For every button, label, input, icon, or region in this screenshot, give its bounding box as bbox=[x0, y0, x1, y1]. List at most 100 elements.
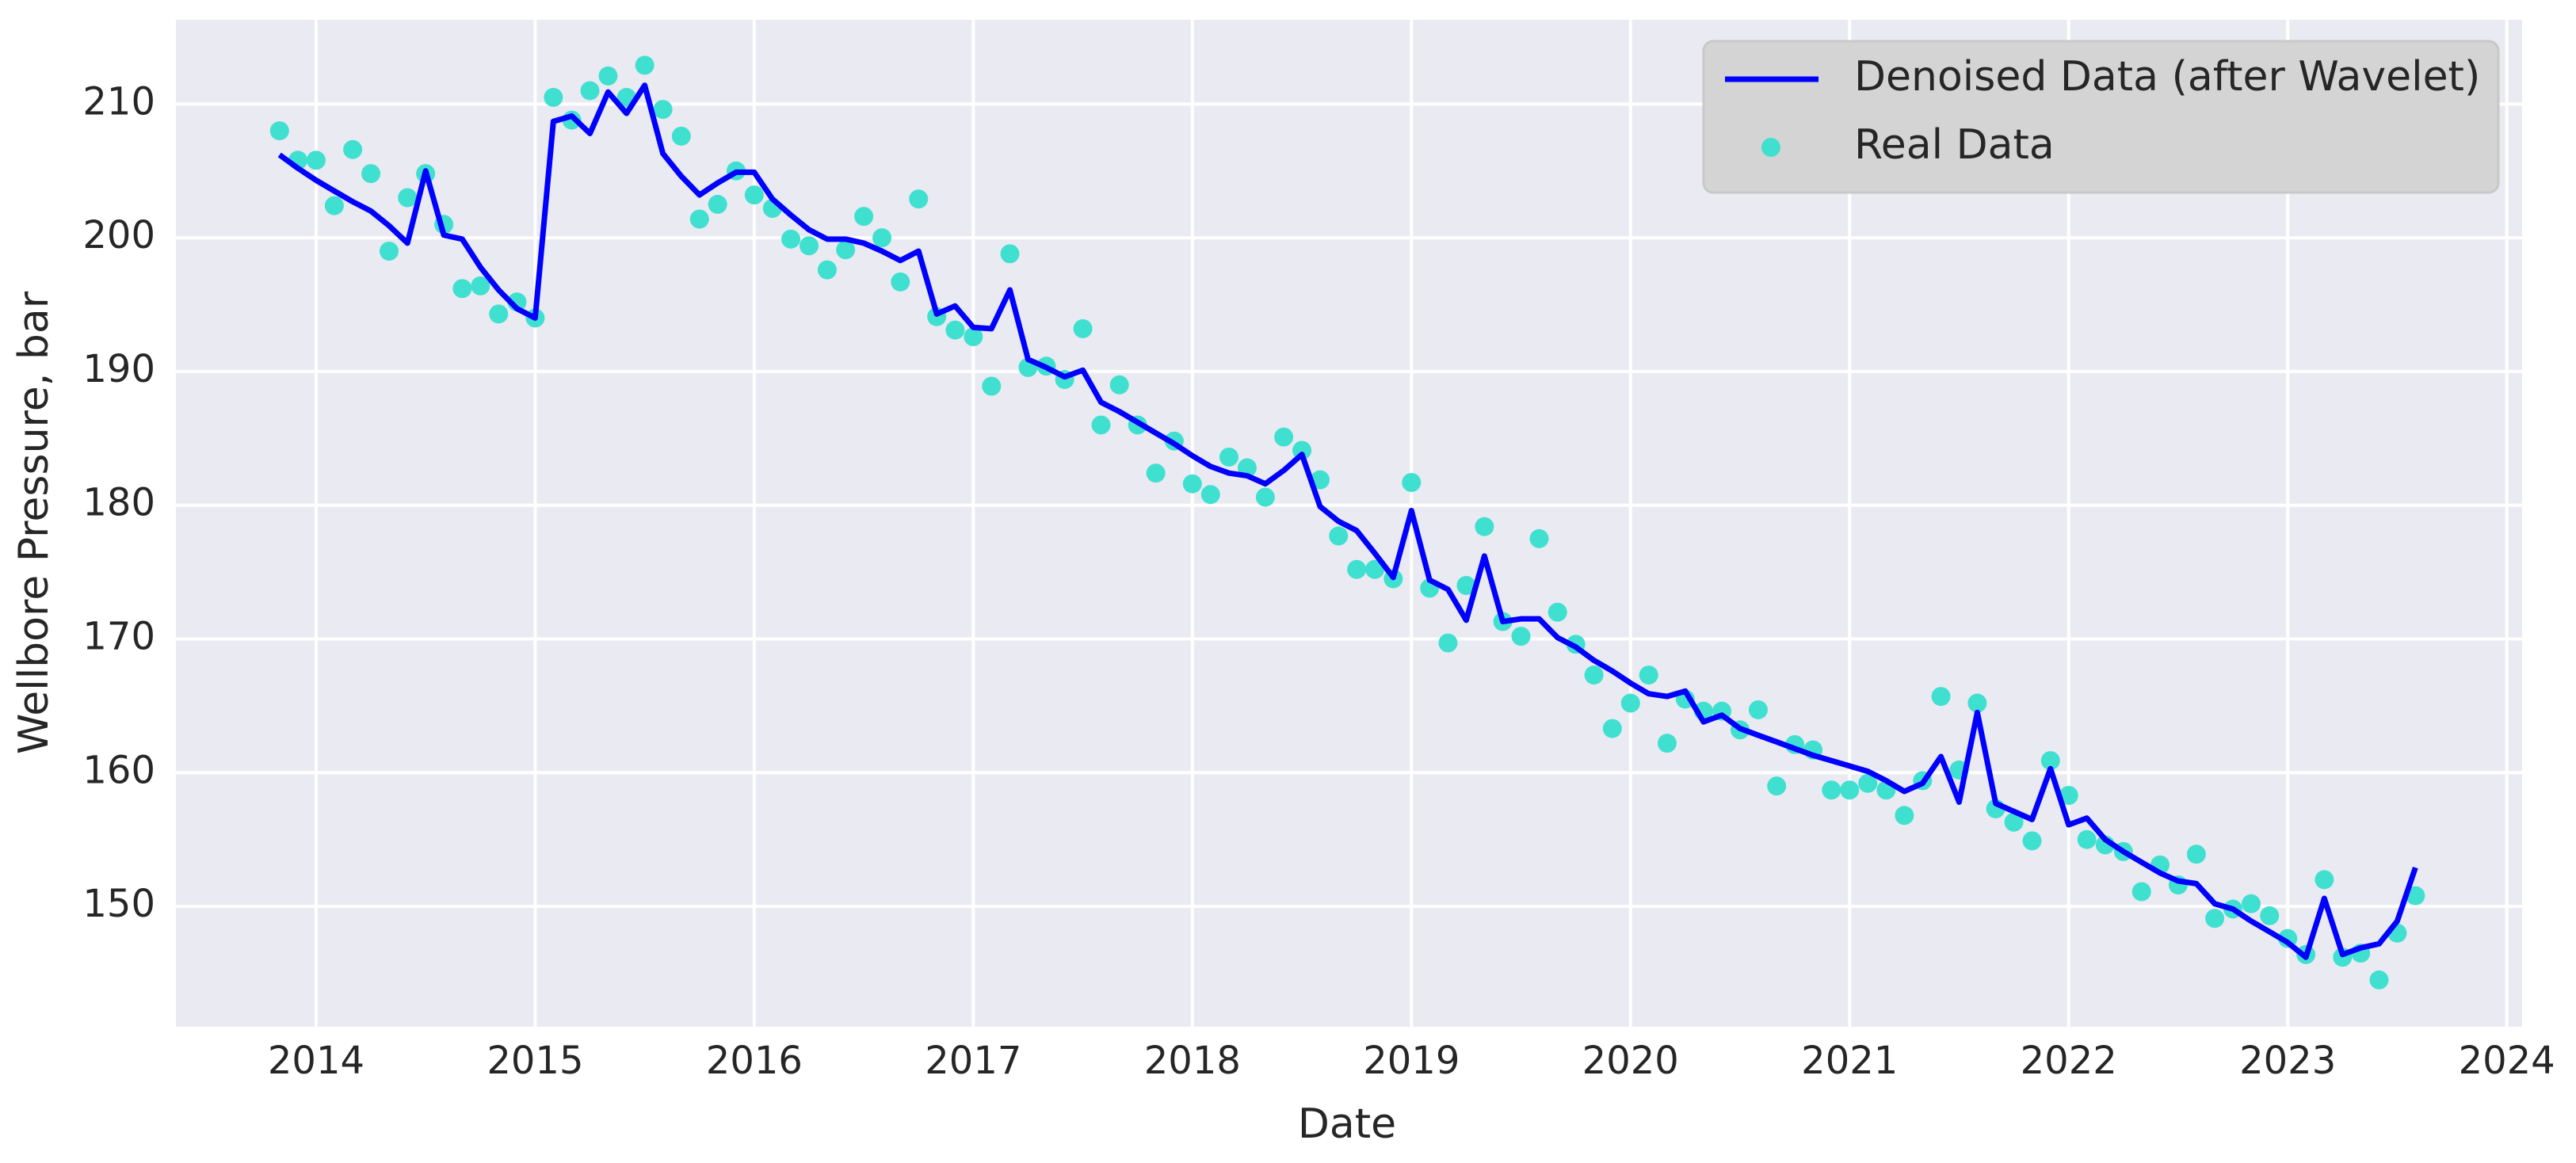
scatter-point bbox=[891, 272, 910, 292]
scatter-point bbox=[1438, 633, 1458, 653]
scatter-point bbox=[2369, 970, 2389, 990]
scatter-point bbox=[1548, 602, 1567, 622]
y-tick-label: 160 bbox=[82, 748, 155, 792]
scatter-point bbox=[1602, 719, 1622, 738]
scatter-point bbox=[1475, 517, 1494, 536]
x-tick-label: 2018 bbox=[1144, 1039, 1241, 1083]
scatter-point bbox=[544, 87, 563, 107]
x-tick-label: 2017 bbox=[925, 1039, 1021, 1083]
scatter-point bbox=[1767, 776, 1787, 796]
legend: Denoised Data (after Wavelet) Real Data bbox=[1702, 40, 2500, 194]
scatter-point bbox=[380, 242, 399, 261]
scatter-point bbox=[1822, 780, 1841, 800]
scatter-point bbox=[1529, 528, 1549, 548]
scatter-point bbox=[2406, 886, 2425, 906]
scatter-point bbox=[489, 304, 509, 324]
scatter-point bbox=[580, 81, 600, 101]
scatter-point bbox=[343, 139, 363, 159]
ticks: 150 160 170 180 190 200 210 2014 2015 2016 2017 201… bbox=[82, 79, 2555, 1083]
scatter-point bbox=[671, 126, 691, 146]
scatter-point bbox=[689, 209, 709, 229]
scatter-point bbox=[872, 228, 892, 248]
scatter-point bbox=[361, 164, 381, 184]
scatter-point bbox=[1895, 806, 1914, 826]
scatter-point bbox=[2205, 909, 2225, 928]
scatter-point bbox=[1967, 693, 1987, 713]
scatter-point bbox=[1748, 700, 1768, 719]
y-tick-label: 150 bbox=[82, 882, 155, 926]
scatter-point bbox=[800, 236, 819, 256]
scatter-point bbox=[1091, 415, 1111, 435]
marks bbox=[269, 55, 2425, 990]
scatter-point bbox=[909, 189, 929, 209]
scatter-point bbox=[398, 188, 418, 208]
scatter-point bbox=[324, 196, 344, 215]
scatter-point bbox=[1858, 773, 1878, 793]
scatter-point bbox=[1329, 526, 1349, 546]
scatter-point bbox=[2004, 812, 2024, 832]
scatter-point bbox=[2040, 751, 2060, 771]
grid bbox=[176, 20, 2522, 1027]
scatter-point bbox=[1639, 665, 1658, 685]
legend-label: Denoised Data (after Wavelet) bbox=[1854, 53, 2480, 101]
scatter-point bbox=[1109, 375, 1129, 395]
scatter-point bbox=[2077, 829, 2097, 849]
scatter-point bbox=[1347, 559, 1367, 579]
x-axis-label: Date bbox=[1298, 1100, 1396, 1148]
scatter-point bbox=[744, 185, 764, 205]
legend-label: Real Data bbox=[1854, 121, 2055, 169]
x-tick-label: 2023 bbox=[2239, 1039, 2336, 1083]
y-tick-label: 190 bbox=[82, 347, 155, 391]
x-tick-label: 2021 bbox=[1801, 1039, 1898, 1083]
scatter-point bbox=[781, 229, 801, 249]
scatter-point bbox=[1620, 693, 1640, 713]
scatter-point bbox=[1182, 474, 1202, 494]
scatter-point bbox=[1365, 559, 1385, 579]
scatter-point bbox=[2022, 831, 2042, 851]
scatter-point bbox=[1584, 665, 1604, 685]
scatter-point bbox=[471, 276, 490, 296]
scatter-point bbox=[1274, 427, 1294, 447]
scatter-point bbox=[2131, 882, 2151, 902]
scatter-point bbox=[945, 320, 965, 340]
scatter-point bbox=[1840, 780, 1860, 800]
scatter-point bbox=[598, 66, 618, 86]
scatter-point bbox=[1402, 473, 1422, 493]
x-tick-label: 2020 bbox=[1582, 1039, 1679, 1083]
scatter-point bbox=[1511, 627, 1531, 646]
x-tick-label: 2016 bbox=[706, 1039, 803, 1083]
scatter-point bbox=[2242, 894, 2261, 913]
x-tick-label: 2014 bbox=[268, 1039, 364, 1083]
scatter-point bbox=[1931, 687, 1951, 707]
scatter-point bbox=[854, 207, 874, 227]
x-tick-label: 2022 bbox=[2021, 1039, 2117, 1083]
scatter-point bbox=[653, 100, 673, 120]
scatter-point bbox=[2260, 906, 2280, 925]
scatter-point bbox=[1657, 734, 1677, 753]
scatter-point bbox=[1073, 318, 1093, 338]
scatter-point bbox=[306, 151, 326, 170]
legend-swatch bbox=[1761, 138, 1780, 157]
y-tick-label: 200 bbox=[82, 213, 155, 257]
scatter-point bbox=[1146, 463, 1166, 483]
scatter-point bbox=[452, 279, 472, 299]
scatter-point bbox=[1200, 485, 1220, 505]
scatter-point bbox=[2186, 845, 2206, 864]
x-tick-label: 2024 bbox=[2459, 1039, 2555, 1083]
scatter-point bbox=[982, 376, 1002, 396]
scatter-point bbox=[817, 260, 837, 280]
x-tick-label: 2015 bbox=[487, 1039, 583, 1083]
scatter-point bbox=[2315, 870, 2334, 890]
y-tick-label: 170 bbox=[82, 615, 155, 659]
scatter-point bbox=[708, 194, 727, 214]
y-axis-label: Wellbore Pressure, bar bbox=[10, 291, 58, 754]
scatter-point bbox=[2059, 785, 2078, 805]
scatter-point bbox=[1219, 447, 1238, 467]
line-series bbox=[277, 82, 2418, 960]
scatter-point bbox=[964, 327, 983, 347]
scatter-point bbox=[1000, 244, 1020, 264]
legend-box bbox=[1702, 40, 2500, 194]
y-tick-label: 180 bbox=[82, 481, 155, 525]
